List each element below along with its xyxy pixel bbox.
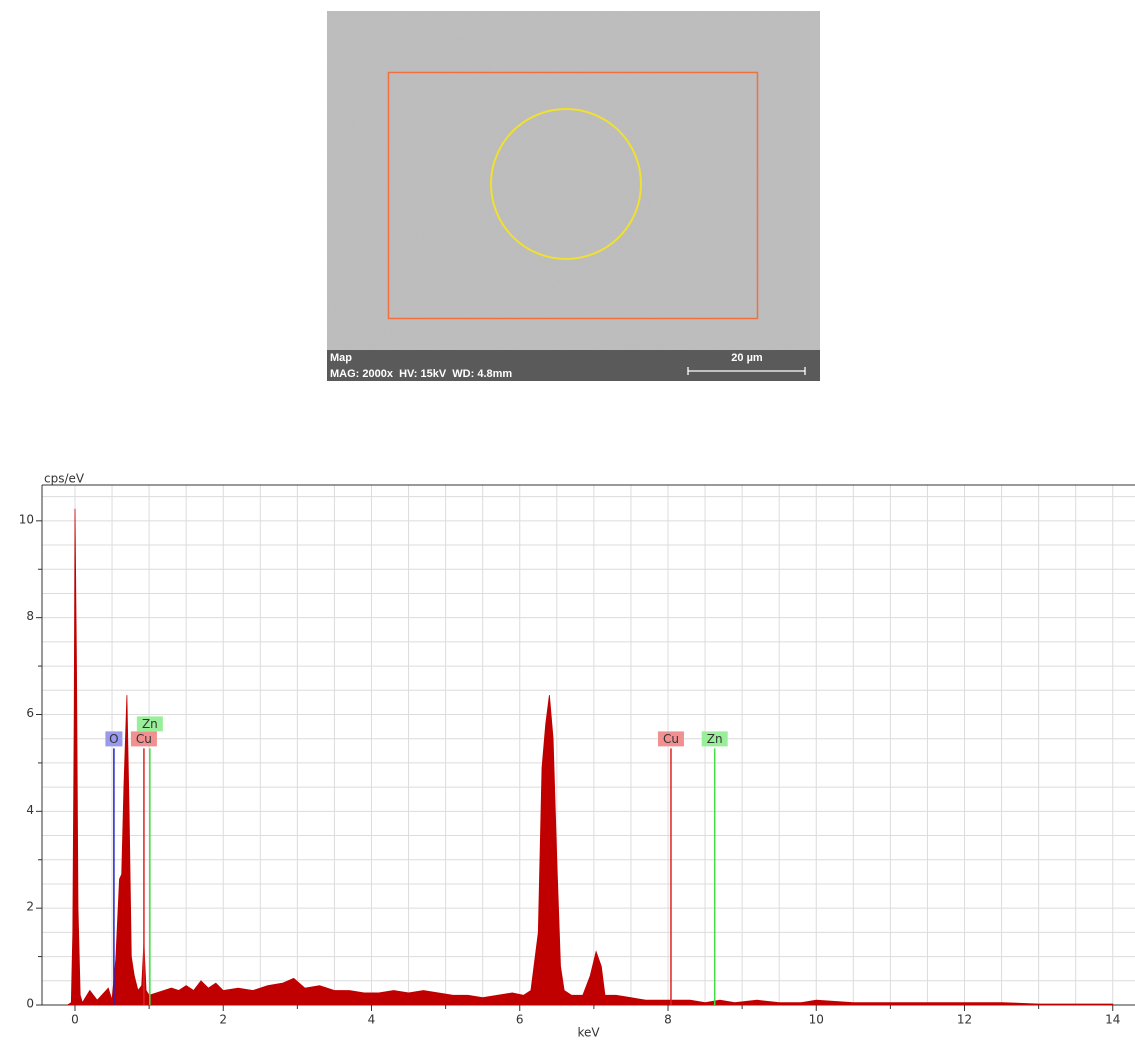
element-label: Cu: [136, 732, 152, 746]
x-tick-label: 2: [219, 1013, 227, 1027]
element-label: Zn: [707, 732, 723, 746]
y-tick-label: 6: [26, 706, 34, 720]
x-tick-label: 0: [71, 1013, 79, 1027]
element-label: Zn: [142, 717, 158, 731]
info-label: MAG: 2000x HV: 15kV WD: 4.8mm: [330, 368, 512, 380]
y-tick-label: 4: [26, 803, 34, 817]
x-tick-label: 6: [516, 1013, 524, 1027]
x-tick-label: 4: [368, 1013, 376, 1027]
spectrum-area: [68, 509, 1113, 1005]
element-label: O: [109, 732, 118, 746]
x-tick-label: 8: [664, 1013, 672, 1027]
micrograph-noise: [327, 11, 820, 350]
y-tick-label: 2: [26, 900, 34, 914]
x-tick-label: 14: [1105, 1013, 1120, 1027]
y-tick-label: 10: [19, 512, 34, 526]
y-tick-label: 8: [26, 609, 34, 623]
y-tick-label: 0: [26, 997, 34, 1011]
page: Map MAG: 2000x HV: 15kV WD: 4.8mm 20 µm …: [0, 0, 1135, 1050]
x-axis-label: keV: [577, 1026, 600, 1040]
y-axis-label: cps/eV: [44, 472, 85, 486]
sem-image: Map MAG: 2000x HV: 15kV WD: 4.8mm 20 µm: [327, 11, 820, 381]
element-label: Cu: [663, 732, 679, 746]
scale-label: 20 µm: [731, 352, 763, 364]
mode-label: Map: [330, 352, 352, 364]
x-tick-label: 12: [957, 1013, 972, 1027]
x-tick-label: 10: [809, 1013, 824, 1027]
